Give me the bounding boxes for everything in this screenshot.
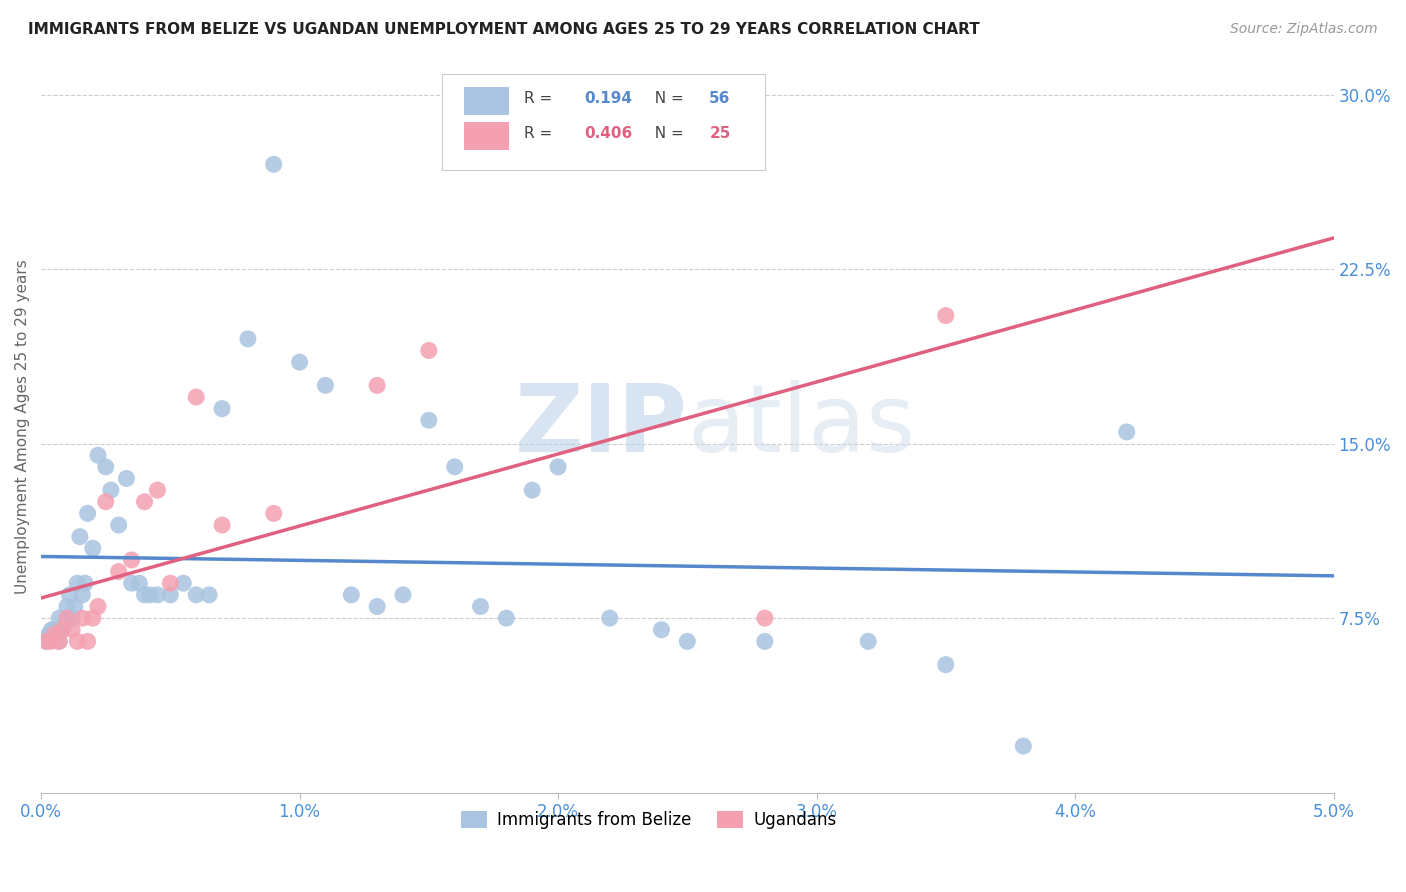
- Point: [87, 448, 110, 462]
- Point: [418, 413, 440, 427]
- Point: [107, 565, 129, 579]
- Text: 56: 56: [709, 91, 731, 106]
- Point: [443, 459, 465, 474]
- Point: [51, 623, 73, 637]
- Point: [650, 623, 672, 637]
- Point: [56, 611, 79, 625]
- Point: [935, 657, 957, 672]
- Point: [1012, 739, 1035, 753]
- Point: [48, 634, 70, 648]
- Point: [107, 518, 129, 533]
- Point: [82, 611, 104, 625]
- Point: [186, 390, 208, 404]
- Point: [121, 576, 143, 591]
- Point: [41, 634, 63, 648]
- Point: [314, 378, 336, 392]
- Text: R =: R =: [524, 126, 558, 141]
- Point: [211, 518, 233, 533]
- Point: [66, 634, 89, 648]
- Point: [935, 309, 957, 323]
- Point: [547, 459, 569, 474]
- Point: [858, 634, 880, 648]
- Point: [288, 355, 311, 369]
- Point: [100, 483, 122, 497]
- Point: [186, 588, 208, 602]
- Point: [60, 611, 83, 625]
- Point: [115, 471, 138, 485]
- Point: [48, 611, 70, 625]
- Point: [418, 343, 440, 358]
- Point: [340, 588, 363, 602]
- Point: [73, 576, 96, 591]
- Point: [134, 588, 156, 602]
- Point: [42, 627, 65, 641]
- Point: [366, 599, 388, 614]
- Point: [599, 611, 621, 625]
- Point: [53, 618, 76, 632]
- Text: atlas: atlas: [688, 380, 915, 472]
- Point: [82, 541, 104, 556]
- FancyBboxPatch shape: [464, 87, 509, 114]
- Point: [56, 599, 79, 614]
- Text: 25: 25: [709, 126, 731, 141]
- Text: IMMIGRANTS FROM BELIZE VS UGANDAN UNEMPLOYMENT AMONG AGES 25 TO 29 YEARS CORRELA: IMMIGRANTS FROM BELIZE VS UGANDAN UNEMPL…: [28, 22, 980, 37]
- Point: [128, 576, 150, 591]
- Text: ZIP: ZIP: [515, 380, 688, 472]
- Point: [41, 623, 63, 637]
- Point: [522, 483, 544, 497]
- Text: 0.194: 0.194: [583, 91, 631, 106]
- Point: [72, 588, 94, 602]
- Point: [470, 599, 492, 614]
- Point: [60, 623, 83, 637]
- Point: [72, 611, 94, 625]
- Point: [63, 599, 86, 614]
- Point: [495, 611, 517, 625]
- Text: 0.406: 0.406: [583, 126, 633, 141]
- Point: [236, 332, 259, 346]
- Point: [69, 530, 91, 544]
- FancyBboxPatch shape: [464, 122, 509, 150]
- Point: [146, 588, 169, 602]
- Point: [754, 634, 776, 648]
- Point: [263, 157, 285, 171]
- Point: [676, 634, 699, 648]
- Point: [94, 495, 117, 509]
- Point: [42, 623, 65, 637]
- Point: [172, 576, 194, 591]
- Text: N =: N =: [645, 91, 689, 106]
- Y-axis label: Unemployment Among Ages 25 to 29 years: Unemployment Among Ages 25 to 29 years: [15, 259, 30, 593]
- Point: [94, 459, 117, 474]
- Point: [48, 634, 70, 648]
- Point: [38, 627, 60, 641]
- Point: [392, 588, 415, 602]
- Text: Source: ZipAtlas.com: Source: ZipAtlas.com: [1230, 22, 1378, 37]
- Point: [1115, 425, 1137, 439]
- Point: [76, 634, 98, 648]
- Point: [56, 611, 79, 625]
- Point: [134, 495, 156, 509]
- Point: [45, 627, 67, 641]
- Point: [138, 588, 160, 602]
- Point: [211, 401, 233, 416]
- Text: R =: R =: [524, 91, 558, 106]
- Point: [66, 576, 89, 591]
- Point: [146, 483, 169, 497]
- Legend: Immigrants from Belize, Ugandans: Immigrants from Belize, Ugandans: [454, 804, 844, 836]
- Text: N =: N =: [645, 126, 689, 141]
- Point: [754, 611, 776, 625]
- Point: [58, 588, 80, 602]
- Point: [87, 599, 110, 614]
- FancyBboxPatch shape: [441, 74, 765, 169]
- Point: [121, 553, 143, 567]
- Point: [76, 507, 98, 521]
- Point: [35, 634, 58, 648]
- Point: [35, 634, 58, 648]
- Point: [263, 507, 285, 521]
- Point: [159, 588, 181, 602]
- Point: [198, 588, 221, 602]
- Point: [366, 378, 388, 392]
- Point: [51, 623, 73, 637]
- Point: [159, 576, 181, 591]
